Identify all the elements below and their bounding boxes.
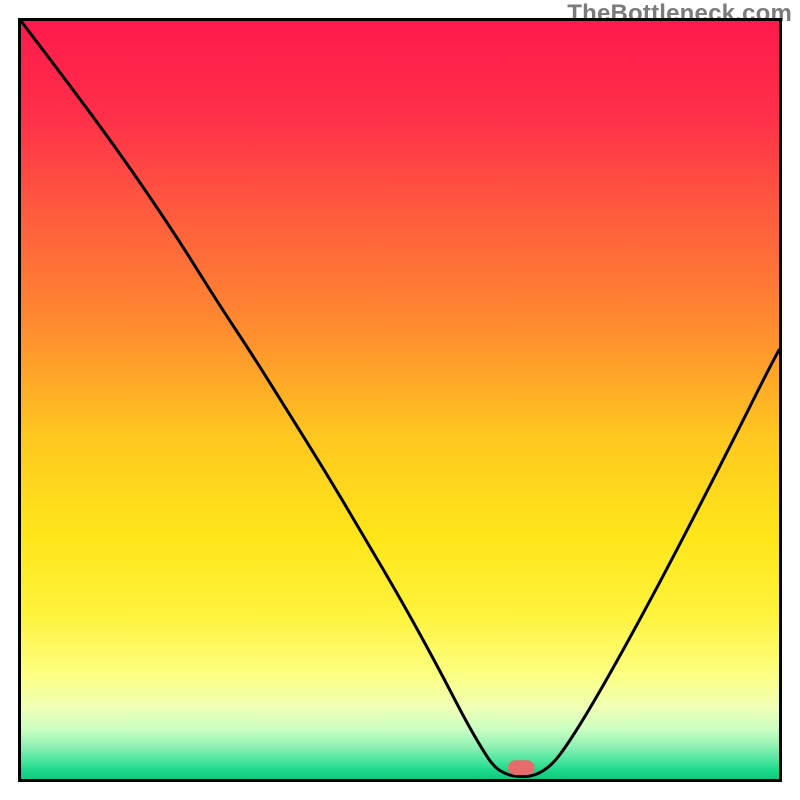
minimum-marker: [508, 761, 534, 775]
plot-background: [21, 21, 779, 779]
plot-frame: [18, 18, 782, 782]
chart-stage: TheBottleneck.com: [0, 0, 800, 800]
plot-svg: [21, 21, 779, 779]
